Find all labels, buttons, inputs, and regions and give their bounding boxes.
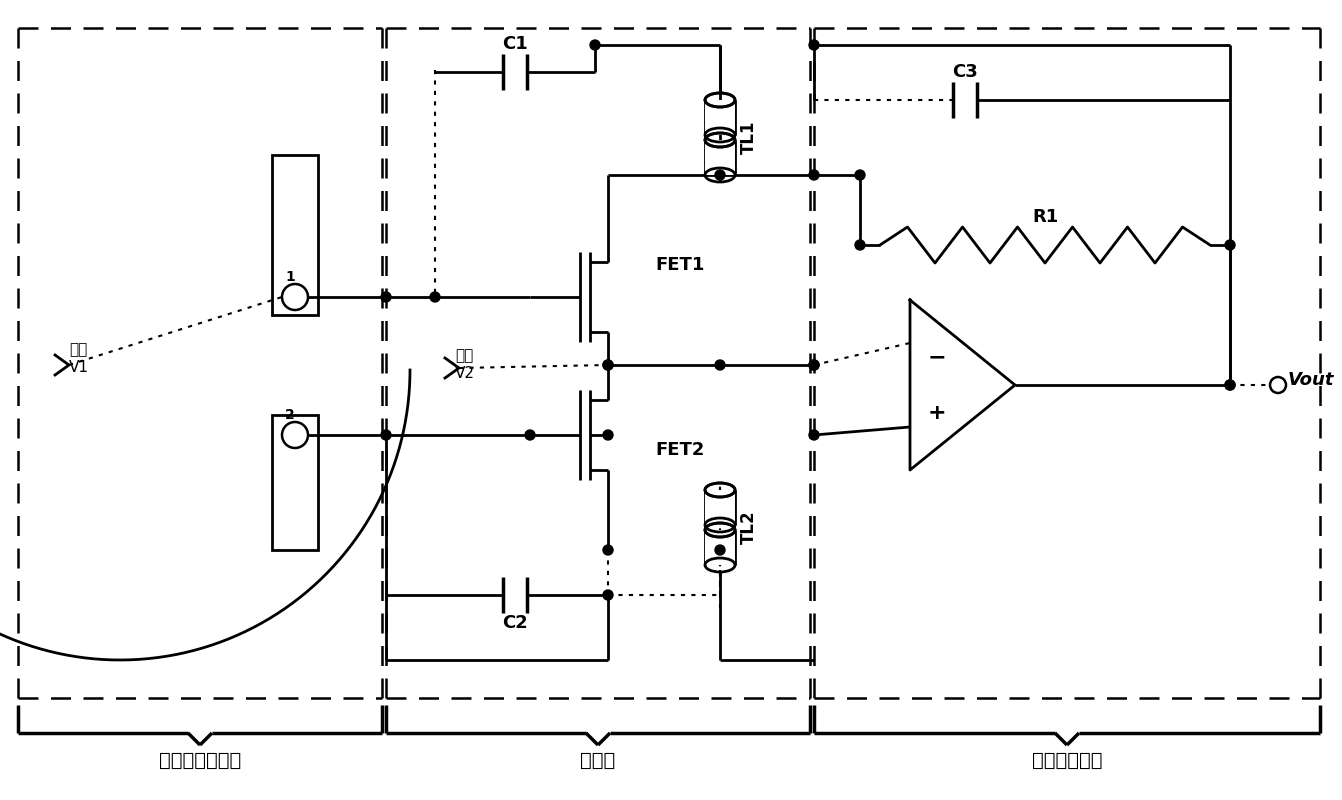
Text: 偏压: 偏压	[68, 342, 87, 358]
Circle shape	[1225, 380, 1235, 390]
Text: +: +	[929, 403, 946, 423]
Bar	[705, 140, 735, 175]
Circle shape	[809, 430, 819, 440]
Circle shape	[855, 170, 866, 180]
Text: C3: C3	[951, 63, 978, 81]
Circle shape	[429, 292, 440, 302]
Circle shape	[715, 360, 725, 370]
Text: C1: C1	[502, 35, 527, 53]
Bar	[705, 490, 735, 525]
Text: R1: R1	[1032, 208, 1057, 226]
Circle shape	[525, 430, 535, 440]
Text: 半圆形贴片天线: 半圆形贴片天线	[158, 750, 242, 770]
Circle shape	[1270, 377, 1286, 393]
Circle shape	[603, 430, 613, 440]
Text: −: −	[929, 347, 946, 367]
Circle shape	[1225, 380, 1235, 390]
Bar	[272, 155, 318, 315]
Text: V1: V1	[68, 361, 89, 375]
Text: 偏压: 偏压	[455, 349, 474, 363]
Text: 1: 1	[285, 270, 295, 284]
Text: TL1: TL1	[739, 121, 758, 154]
Circle shape	[603, 590, 613, 600]
Circle shape	[809, 360, 819, 370]
Text: 探测器: 探测器	[580, 750, 616, 770]
Circle shape	[590, 40, 600, 50]
Circle shape	[715, 545, 725, 555]
Circle shape	[809, 170, 819, 180]
Bar	[705, 100, 735, 135]
Text: C2: C2	[502, 614, 527, 632]
Text: FET2: FET2	[655, 441, 705, 459]
Circle shape	[715, 170, 725, 180]
Circle shape	[282, 422, 309, 448]
Circle shape	[603, 360, 613, 370]
Circle shape	[603, 545, 613, 555]
Circle shape	[603, 360, 613, 370]
Text: 低噪声放大器: 低噪声放大器	[1032, 750, 1102, 770]
Circle shape	[381, 292, 391, 302]
Bar	[272, 415, 318, 550]
Text: TL2: TL2	[739, 510, 758, 544]
Bar	[705, 530, 735, 565]
Circle shape	[1225, 240, 1235, 250]
Text: Vout: Vout	[1288, 371, 1334, 389]
Circle shape	[381, 430, 391, 440]
Circle shape	[282, 284, 309, 310]
Text: V2: V2	[455, 366, 475, 382]
Circle shape	[809, 40, 819, 50]
Text: FET1: FET1	[655, 256, 705, 274]
Circle shape	[855, 240, 866, 250]
Text: 2: 2	[285, 408, 295, 422]
Circle shape	[809, 360, 819, 370]
